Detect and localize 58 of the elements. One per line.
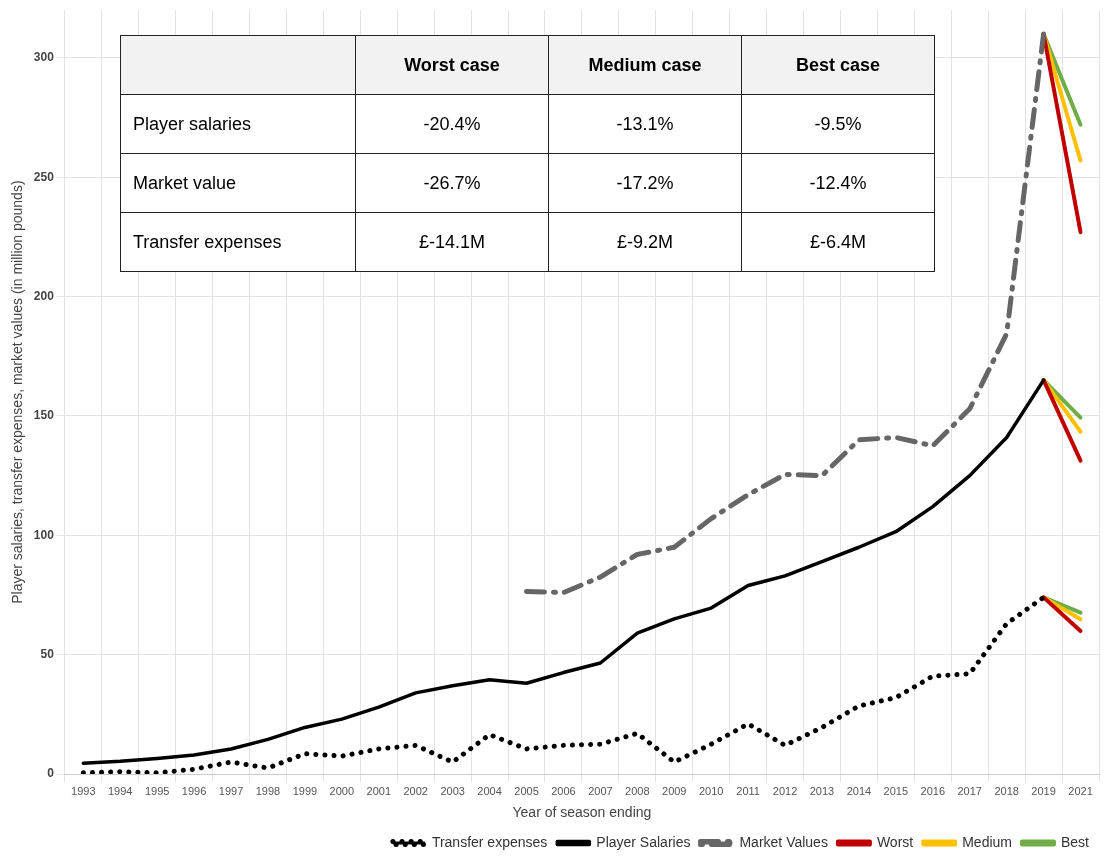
x-tick-label: 1997 <box>218 784 244 797</box>
x-tick-label: 2011 <box>736 784 760 797</box>
x-tick-label: 2012 <box>772 784 798 797</box>
y-axis-title: Player salaries, transfer expenses, market values (in million pounds) <box>9 180 26 604</box>
text: -13.1% <box>616 113 674 134</box>
text: -26.7% <box>423 172 481 193</box>
x-tick-label: 1998 <box>255 784 281 797</box>
x-tick-label: 1993 <box>71 784 96 797</box>
text: -20.4% <box>423 113 481 134</box>
text: £-9.2M <box>616 231 674 252</box>
x-tick-label: 2010 <box>698 784 724 797</box>
x-tick-label: 1994 <box>107 784 133 797</box>
x-axis-title: Year of season ending <box>512 804 652 821</box>
x-tick-label: 2016 <box>920 784 946 797</box>
legend-label: Market Values <box>739 833 828 850</box>
text: £-6.4M <box>809 231 867 252</box>
x-tick-label: 2021 <box>1068 784 1093 797</box>
x-tick-label: 2002 <box>403 784 428 797</box>
y-tick-label: 100 <box>33 527 55 542</box>
legend-label: Medium <box>962 833 1012 850</box>
y-tick-label: 50 <box>40 646 55 661</box>
legend-label: Transfer expenses <box>431 833 548 850</box>
category-label: Transfer expenses <box>133 231 282 252</box>
category-label: Market value <box>133 172 237 193</box>
x-tick-label: 2019 <box>1031 784 1056 797</box>
y-tick-label: 0 <box>47 766 55 781</box>
x-tick-label: 2007 <box>588 784 613 797</box>
legend-label: Player Salaries <box>596 833 691 850</box>
category-label: Medium case <box>548 35 742 95</box>
x-tick-label: 1999 <box>292 784 318 797</box>
x-tick-label: 2001 <box>366 784 392 797</box>
text: -9.5% <box>814 113 862 134</box>
x-tick-label: 2015 <box>883 784 909 797</box>
y-tick-label: 300 <box>33 50 55 65</box>
text: -12.4% <box>809 172 867 193</box>
y-tick-label: 150 <box>33 408 55 423</box>
x-tick-label: 2014 <box>846 784 872 797</box>
category-label: Worst case <box>355 35 549 95</box>
x-tick-label: 2006 <box>551 784 576 797</box>
x-tick-label: 2008 <box>625 784 650 797</box>
x-tick-label: 2003 <box>440 784 465 797</box>
text: £-14.1M <box>418 231 486 252</box>
category-label: Player salaries <box>133 113 252 134</box>
legend-label: Worst <box>876 833 914 850</box>
x-tick-label: 1995 <box>144 784 170 797</box>
x-tick-label: 2009 <box>662 784 687 797</box>
legend-label: Best <box>1060 833 1090 850</box>
x-tick-label: 2005 <box>514 784 539 797</box>
y-tick-label: 250 <box>33 169 55 184</box>
y-tick-label: 200 <box>33 288 55 303</box>
x-tick-label: 2000 <box>329 784 355 797</box>
x-tick-label: 2004 <box>477 784 502 797</box>
x-tick-label: 2018 <box>994 784 1019 797</box>
x-tick-label: 2017 <box>957 784 982 797</box>
category-label: Best case <box>741 35 935 95</box>
x-tick-label: 2013 <box>809 784 835 797</box>
text: -17.2% <box>616 172 674 193</box>
x-tick-label: 1996 <box>181 784 207 797</box>
